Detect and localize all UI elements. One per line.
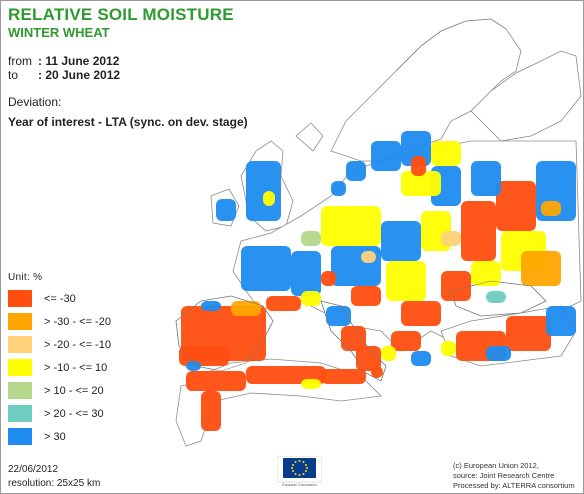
moisture-cell: [321, 206, 381, 246]
moisture-cell: [301, 231, 321, 246]
moisture-cell: [471, 161, 501, 196]
legend-label: > 20 - <= 30: [44, 407, 104, 420]
legend-swatch: [8, 290, 32, 307]
moisture-cell: [263, 191, 275, 206]
legend-row: <= -30: [8, 287, 111, 310]
moisture-cell: [401, 171, 441, 196]
legend-label: > -20 - <= -10: [44, 338, 111, 351]
moisture-cell: [331, 181, 346, 196]
moisture-cell: [381, 221, 421, 261]
moisture-cell: [301, 379, 321, 389]
from-value: : 11 June 2012: [38, 54, 120, 68]
legend-row: > 30: [8, 425, 111, 448]
moisture-cell: [346, 161, 366, 181]
moisture-cell: [179, 346, 229, 366]
moisture-cell: [186, 361, 201, 371]
to-value: : 20 June 2012: [38, 68, 121, 82]
legend-swatch: [8, 336, 32, 353]
moisture-cell: [541, 201, 561, 216]
soil-moisture-data: [179, 131, 576, 431]
moisture-cell: [231, 301, 261, 316]
legend-row: > 20 - <= 30: [8, 402, 111, 425]
moisture-cell: [321, 369, 366, 384]
moisture-cell: [546, 306, 576, 336]
moisture-cell: [381, 346, 396, 361]
moisture-cell: [241, 246, 291, 291]
legend-swatch: [8, 382, 32, 399]
legend-swatch: [8, 428, 32, 445]
issue-date: 22/06/2012: [8, 464, 59, 475]
legend-label: > -30 - <= -20: [44, 315, 111, 328]
legend-label: <= -30: [44, 292, 76, 305]
legend: Unit: % <= -30 > -30 - <= -20 > -20 - <=…: [8, 272, 111, 448]
legend-label: > 30: [44, 430, 66, 443]
logo-caption: European Commission: [282, 483, 316, 487]
to-label: to: [8, 68, 19, 82]
credits: (c) European Union 2012, source: Joint R…: [453, 461, 575, 491]
moisture-cell: [391, 331, 421, 351]
moisture-cell: [441, 271, 471, 301]
legend-swatch: [8, 405, 32, 422]
moisture-cell: [461, 201, 496, 261]
legend-swatch: [8, 359, 32, 376]
map-subtitle: WINTER WHEAT: [8, 25, 110, 40]
moisture-cell: [291, 251, 321, 296]
period-from: from : 11 June 2012: [8, 54, 119, 68]
legend-row: > 10 - <= 20: [8, 379, 111, 402]
moisture-cell: [201, 391, 221, 431]
legend-row: > -10 - <= 10: [8, 356, 111, 379]
credit-line: source: Joint Research Centre: [453, 471, 555, 480]
resolution: resolution: 25x25 km: [8, 478, 101, 489]
eu-flag-icon: European Commission: [277, 456, 322, 487]
credit-line: (c) European Union 2012,: [453, 461, 539, 470]
moisture-cell: [411, 351, 431, 366]
moisture-cell: [331, 246, 381, 286]
period-to: to : 20 June 2012: [8, 68, 120, 82]
legend-unit: Unit: %: [8, 272, 43, 283]
moisture-cell: [441, 231, 461, 246]
moisture-cell: [361, 251, 376, 263]
moisture-cell: [386, 261, 426, 301]
moisture-cell: [356, 346, 381, 371]
legend-swatch: [8, 313, 32, 330]
deviation-label: Deviation:: [8, 95, 62, 109]
moisture-cell: [411, 156, 426, 176]
moisture-cell: [521, 251, 561, 286]
coastline: [175, 18, 547, 382]
moisture-cell: [216, 199, 236, 221]
moisture-cell: [351, 286, 381, 306]
credit-line: Processed by: ALTERRA consortium: [453, 481, 575, 490]
moisture-cell: [496, 181, 536, 231]
moisture-cell: [301, 291, 321, 306]
moisture-cell: [441, 341, 456, 356]
moisture-cell: [341, 326, 366, 351]
moisture-cell: [431, 141, 461, 166]
moisture-cell: [266, 296, 301, 311]
moisture-cell: [486, 291, 506, 303]
moisture-cell: [321, 271, 336, 286]
moisture-cell: [371, 366, 383, 378]
moisture-cell: [246, 161, 281, 221]
moisture-cell: [186, 371, 246, 391]
legend-row: > -30 - <= -20: [8, 310, 111, 333]
moisture-cell: [471, 261, 501, 286]
legend-row: > -20 - <= -10: [8, 333, 111, 356]
from-label: from: [8, 54, 32, 68]
legend-label: > 10 - <= 20: [44, 384, 104, 397]
map-title: RELATIVE SOIL MOISTURE: [8, 5, 234, 24]
moisture-cell: [486, 346, 511, 361]
moisture-cell: [506, 316, 551, 351]
moisture-cell: [201, 301, 221, 311]
moisture-cell: [401, 301, 441, 326]
moisture-cell: [371, 141, 401, 171]
moisture-cell: [326, 306, 351, 326]
deviation-value: Year of interest - LTA (sync. on dev. st…: [8, 115, 248, 129]
legend-label: > -10 - <= 10: [44, 361, 108, 374]
